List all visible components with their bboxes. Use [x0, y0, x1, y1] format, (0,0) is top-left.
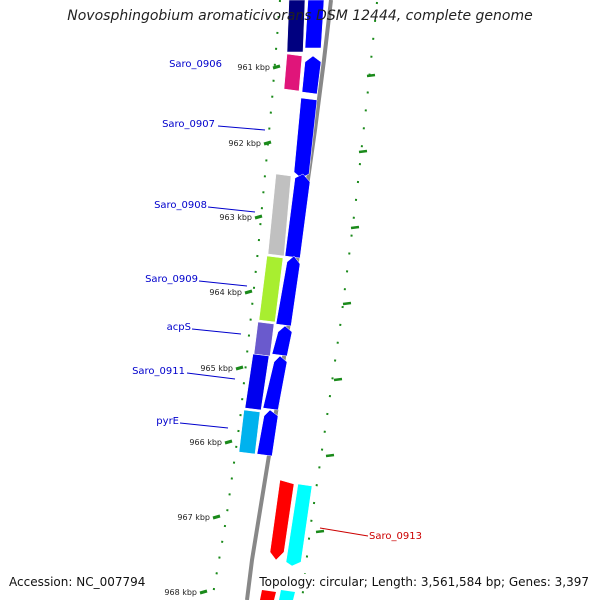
cds-arrow [301, 55, 322, 95]
label-leader-line [191, 328, 242, 335]
kbp-major-tick [199, 589, 208, 595]
kbp-labels: 961 kbp 962 kbp 963 kbp 964 kbp 965 kbp 966 k… [164, 63, 270, 597]
outer-major-tick [315, 529, 325, 534]
label-leader-line [217, 125, 266, 131]
kbp-major-tick [212, 514, 221, 520]
map-title: Novosphingobium aromaticivorans DSM 1244… [67, 8, 533, 24]
kbp-major-tick [263, 140, 272, 146]
cds-arrow [262, 355, 288, 411]
gene-label: Saro_0906 [169, 59, 222, 70]
cds-arrow [275, 255, 301, 327]
gene-label: pyrE [156, 416, 179, 427]
gene-saro-0913-cds [285, 483, 313, 567]
cds-arrow [256, 409, 279, 457]
gene-pyre-cog [238, 409, 261, 455]
gene-acps-cog [253, 321, 275, 357]
kbp-label: 967 kbp [177, 513, 210, 522]
cds-arrow [284, 173, 311, 259]
kbp-major-tick [272, 64, 281, 70]
gene-saro-0913-cog [269, 479, 295, 561]
gene-label: Saro_0911 [132, 366, 185, 377]
gene-bottom-red [260, 590, 276, 600]
gene-features [238, 0, 325, 600]
gene-saro-0909-cog [258, 255, 284, 323]
outer-major-tick [325, 453, 335, 458]
kbp-label: 963 kbp [219, 213, 252, 222]
kbp-label: 964 kbp [209, 288, 242, 297]
gene-saro-0906-cog [283, 53, 303, 92]
tick-marks [199, 0, 378, 601]
label-leader-lines [179, 125, 369, 537]
gene-label: Saro_0913 [369, 531, 422, 542]
gene-label: Saro_0909 [145, 274, 198, 285]
label-leader-line [186, 372, 236, 380]
kbp-major-tick [244, 289, 253, 295]
gene-saro-0908-cog [267, 173, 292, 257]
inner-tick-ring [211, 0, 281, 601]
gene-saro-0911-cog [244, 353, 270, 411]
gene-labels: Saro_0906 Saro_0907 Saro_0908 Saro_0909 acpS… [132, 59, 422, 542]
outer-major-tick [342, 301, 352, 306]
label-leader-line [207, 206, 256, 213]
outer-major-tick [350, 225, 360, 230]
accession-text: Accession: NC_007794 [6, 574, 149, 590]
kbp-major-tick [224, 439, 233, 445]
gene-label: Saro_0907 [162, 119, 215, 130]
outer-major-tick [366, 73, 376, 78]
kbp-label: 965 kbp [200, 364, 233, 373]
kbp-label: 966 kbp [189, 438, 222, 447]
kbp-label: 961 kbp [237, 63, 270, 72]
gene-label: Saro_0908 [154, 200, 207, 211]
cds-arrow [271, 325, 293, 357]
outer-major-tick [333, 377, 343, 382]
gene-label: acpS [167, 322, 191, 333]
gene-bottom-cyan [279, 590, 295, 600]
label-leader-line [319, 527, 369, 537]
topology-text: Topology: circular; Length: 3,561,584 bp… [256, 574, 592, 590]
label-leader-line [198, 280, 248, 287]
kbp-label: 968 kbp [164, 588, 197, 597]
cds-arrow [304, 0, 325, 49]
kbp-major-tick [254, 214, 263, 220]
label-leader-line [179, 422, 229, 429]
kbp-major-tick [235, 365, 244, 371]
kbp-label: 962 kbp [228, 139, 261, 148]
gene-top-navy [286, 0, 306, 53]
outer-major-tick [358, 149, 368, 154]
